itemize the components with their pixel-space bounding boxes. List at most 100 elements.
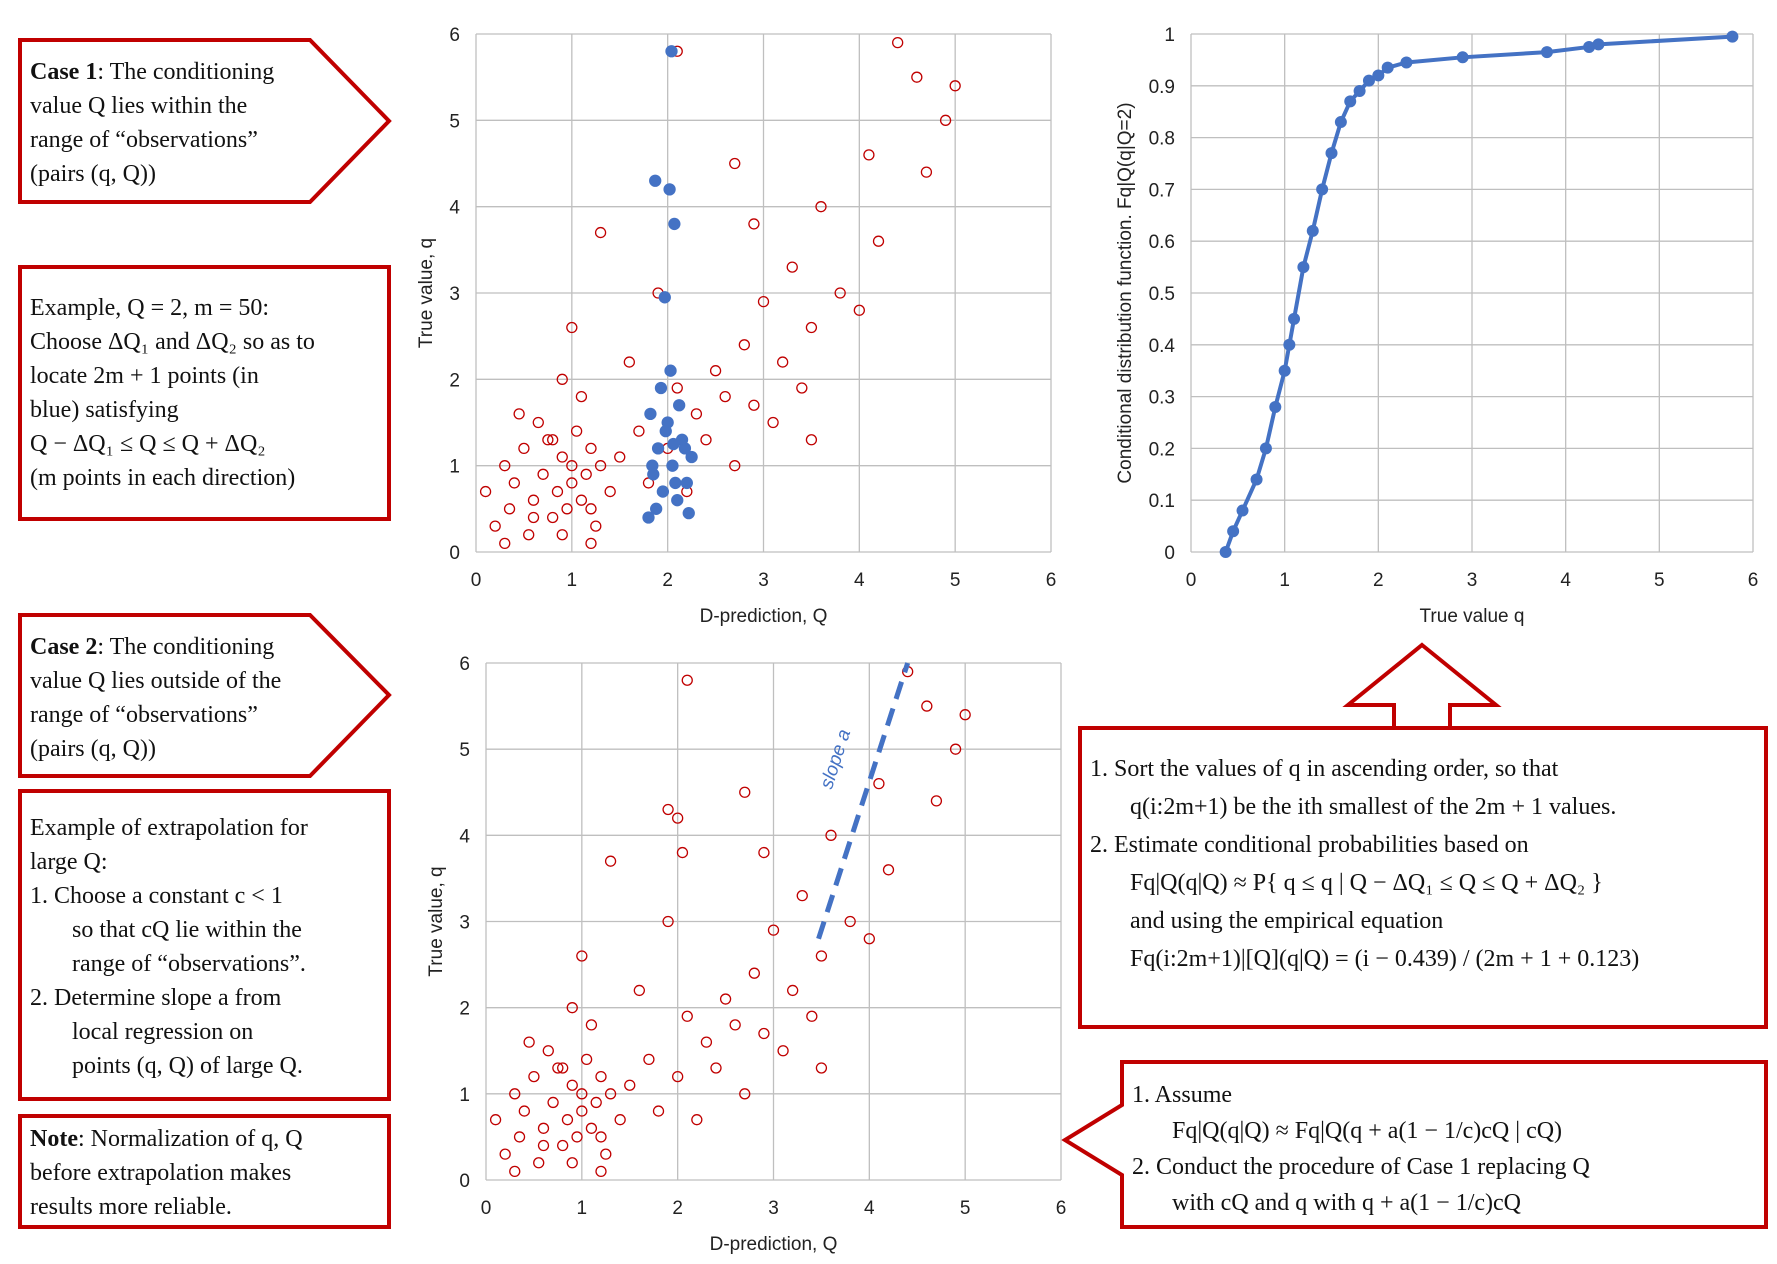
point (533, 1157, 545, 1169)
point (570, 425, 583, 437)
point (575, 494, 588, 506)
point (508, 477, 520, 489)
chart: 0 1 2 3 4 5 6 0 1 2 3 4 5 6 D-prediction, Q True value,… (416, 25, 1056, 627)
box-text: Fq|Q(q|Q) ≈ P{ q ≤ q | Q − ΔQ₁ ≤ Q ≤ Q +… (1130, 870, 1603, 896)
point (700, 434, 712, 446)
x-axis-label: D-prediction, Q (700, 606, 828, 627)
point (872, 235, 885, 247)
point (930, 795, 943, 807)
point (1283, 338, 1296, 351)
box-line: locate 2m + 1 points (in (30, 363, 259, 389)
point (643, 1053, 655, 1066)
y-tick-label: 0.8 (1149, 129, 1175, 150)
point (1316, 183, 1329, 196)
point (738, 339, 750, 351)
point (678, 442, 692, 455)
point (557, 1139, 569, 1152)
point (1726, 30, 1739, 43)
box-text: Example, Q = 2, m = 50: (30, 295, 269, 321)
x-tick-label: 3 (768, 1198, 779, 1219)
point (805, 434, 818, 446)
box-text: 2. Conduct the procedure of Case 1 repla… (1132, 1154, 1590, 1180)
box-bold: Case 2 (30, 634, 97, 660)
point (527, 494, 540, 506)
y-axis-label: True value, q (416, 238, 437, 348)
box-text: 1. Choose a constant c < 1 (30, 883, 283, 909)
point (528, 1070, 540, 1083)
point (672, 812, 684, 824)
y-tick-label: 3 (449, 284, 460, 305)
point (499, 460, 511, 472)
up-arrow (1342, 642, 1502, 732)
x-tick-label: 5 (960, 1198, 971, 1219)
point (1219, 546, 1232, 558)
point (585, 1122, 598, 1134)
case2-box (18, 613, 392, 778)
point (513, 408, 525, 420)
point (873, 777, 885, 790)
point (777, 356, 789, 368)
x-axis-label: True value q (1420, 606, 1525, 627)
box-text: range of “observations”. (72, 951, 306, 977)
box-text: before extrapolation makes (30, 1160, 291, 1186)
box-line: (pairs (q, Q)) (30, 736, 156, 762)
point (580, 468, 592, 480)
point (649, 174, 662, 187)
point (1269, 400, 1282, 413)
y-tick-label: 0 (459, 1171, 470, 1192)
point (580, 1053, 593, 1066)
y-tick-label: 4 (459, 826, 470, 847)
box-text: large Q: (30, 849, 108, 875)
x-tick-label: 2 (672, 1198, 683, 1219)
point (844, 915, 856, 928)
point (758, 846, 770, 859)
point (939, 114, 952, 126)
point (758, 1027, 770, 1040)
box-text: results more reliable. (30, 1194, 232, 1220)
point (681, 1010, 693, 1022)
x-tick-label: 0 (471, 570, 482, 591)
point (557, 1062, 569, 1074)
y-tick-label: 1 (449, 457, 460, 478)
point (805, 321, 818, 334)
box-line: so that cQ lie within the (72, 917, 302, 943)
point (663, 183, 676, 196)
x-tick-label: 5 (1654, 570, 1665, 591)
point (685, 450, 698, 464)
point (719, 390, 731, 403)
x-tick-label: 1 (577, 1198, 588, 1219)
y-tick-label: 6 (459, 654, 470, 675)
point (662, 803, 674, 816)
point (729, 1019, 741, 1031)
chart: 0 1 2 3 4 5 6 0 1 2 3 4 5 6 D-prediction, Q True value,… (426, 654, 1066, 1255)
x-tick-label: 6 (1056, 1198, 1067, 1219)
point (1372, 69, 1385, 82)
box-text: and using the empirical equation (1130, 908, 1443, 934)
box-text: (pairs (q, Q)) (30, 161, 156, 187)
y-tick-label: 3 (459, 913, 470, 934)
x-axis-label: D-prediction, Q (710, 1234, 838, 1255)
y-axis-label: True value, q (426, 866, 447, 976)
box-text: 1. Assume (1132, 1082, 1232, 1108)
point (566, 321, 578, 334)
point (604, 485, 616, 498)
point (604, 1088, 617, 1100)
point (547, 511, 559, 524)
x-tick-label: 4 (1560, 570, 1571, 591)
point (777, 1045, 789, 1057)
point (489, 520, 501, 532)
point (1288, 312, 1301, 325)
point (551, 485, 564, 498)
point (527, 511, 540, 524)
box-line: with cQ and q with q + a(1 − 1/c)cQ (1172, 1190, 1521, 1216)
point (542, 1045, 554, 1057)
point (911, 71, 923, 83)
point (499, 1148, 511, 1160)
point (566, 1002, 578, 1014)
box-line: 1. Assume (1132, 1082, 1232, 1108)
point (959, 709, 971, 721)
y-tick-label: 2 (449, 370, 460, 391)
point (748, 218, 760, 230)
box-text: Note: Normalization of q, Q (30, 1126, 303, 1152)
point (576, 1088, 588, 1100)
